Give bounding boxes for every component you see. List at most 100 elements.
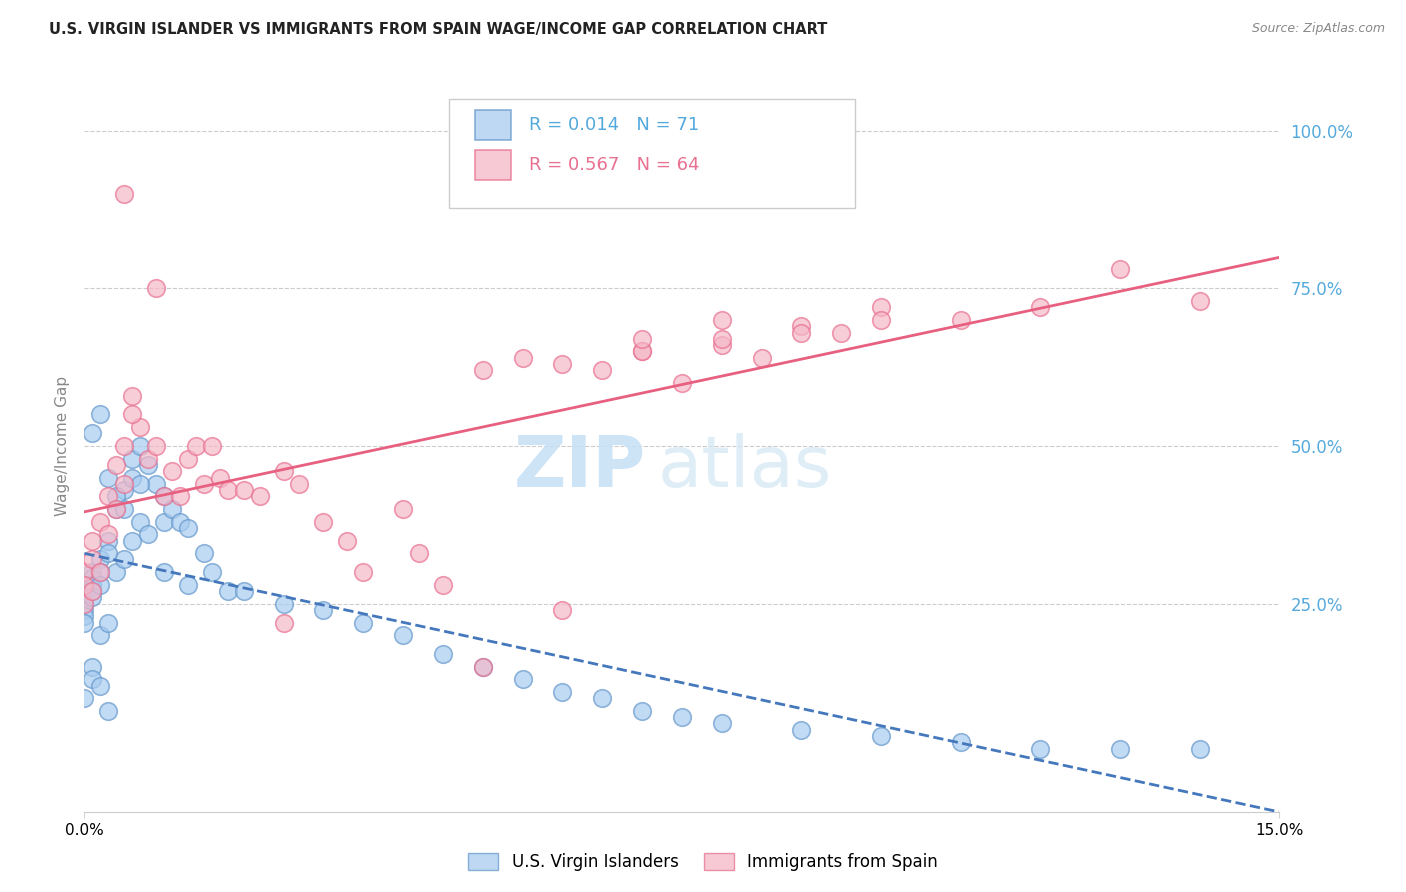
- Text: Source: ZipAtlas.com: Source: ZipAtlas.com: [1251, 22, 1385, 36]
- Point: [82, 571, 104, 585]
- Point: [89, 565, 111, 579]
- Point: [273, 597, 295, 611]
- Point: [208, 470, 231, 484]
- Point: [112, 502, 135, 516]
- Point: [82, 673, 104, 687]
- Point: [177, 451, 200, 466]
- Point: [73, 578, 96, 592]
- Point: [352, 565, 374, 579]
- Point: [82, 584, 104, 599]
- Point: [121, 388, 143, 402]
- Point: [512, 673, 534, 687]
- Point: [73, 597, 96, 611]
- Point: [73, 691, 96, 706]
- Point: [89, 578, 111, 592]
- Point: [710, 716, 733, 731]
- Point: [136, 527, 159, 541]
- Point: [129, 476, 152, 491]
- Point: [471, 659, 494, 673]
- Point: [177, 521, 200, 535]
- Point: [471, 659, 494, 673]
- Point: [217, 584, 239, 599]
- Point: [112, 186, 135, 201]
- Point: [145, 476, 167, 491]
- Text: R = 0.567   N = 64: R = 0.567 N = 64: [529, 156, 699, 174]
- Point: [710, 313, 733, 327]
- Point: [432, 578, 454, 592]
- Point: [392, 628, 415, 642]
- Point: [631, 344, 654, 359]
- Point: [89, 408, 111, 422]
- Point: [671, 710, 693, 724]
- Point: [551, 685, 574, 699]
- Point: [1109, 741, 1132, 756]
- Point: [153, 490, 176, 504]
- Point: [631, 344, 654, 359]
- Point: [121, 408, 143, 422]
- Point: [551, 603, 574, 617]
- Point: [82, 565, 104, 579]
- Text: ZIP: ZIP: [513, 434, 647, 502]
- Point: [790, 723, 813, 737]
- Point: [82, 578, 104, 592]
- Point: [97, 527, 120, 541]
- Point: [312, 515, 335, 529]
- Point: [352, 615, 374, 630]
- Point: [89, 552, 111, 566]
- FancyBboxPatch shape: [449, 99, 855, 209]
- Point: [112, 483, 135, 497]
- Point: [97, 704, 120, 718]
- Point: [169, 515, 191, 529]
- Point: [153, 515, 176, 529]
- Point: [471, 363, 494, 377]
- Point: [73, 597, 96, 611]
- Point: [97, 615, 120, 630]
- Point: [830, 326, 852, 340]
- Point: [710, 338, 733, 352]
- Text: atlas: atlas: [658, 434, 832, 502]
- Point: [136, 458, 159, 472]
- Text: U.S. VIRGIN ISLANDER VS IMMIGRANTS FROM SPAIN WAGE/INCOME GAP CORRELATION CHART: U.S. VIRGIN ISLANDER VS IMMIGRANTS FROM …: [49, 22, 828, 37]
- Point: [82, 591, 104, 605]
- Point: [273, 464, 295, 478]
- Text: R = 0.014   N = 71: R = 0.014 N = 71: [529, 116, 699, 134]
- Y-axis label: Wage/Income Gap: Wage/Income Gap: [55, 376, 70, 516]
- Point: [82, 584, 104, 599]
- Point: [790, 326, 813, 340]
- Point: [193, 546, 215, 560]
- Point: [73, 609, 96, 624]
- Point: [870, 313, 893, 327]
- Point: [790, 319, 813, 334]
- Point: [551, 357, 574, 371]
- Point: [129, 439, 152, 453]
- Point: [73, 565, 96, 579]
- Point: [136, 451, 159, 466]
- Point: [97, 546, 120, 560]
- Point: [312, 603, 335, 617]
- Point: [870, 729, 893, 743]
- Point: [184, 439, 207, 453]
- Point: [112, 552, 135, 566]
- Point: [105, 502, 128, 516]
- Point: [631, 332, 654, 346]
- Point: [105, 565, 128, 579]
- Point: [89, 515, 111, 529]
- Point: [591, 691, 613, 706]
- Point: [671, 376, 693, 390]
- Legend: U.S. Virgin Islanders, Immigrants from Spain: U.S. Virgin Islanders, Immigrants from S…: [460, 845, 946, 880]
- Point: [249, 490, 271, 504]
- Point: [121, 451, 143, 466]
- Point: [1029, 741, 1052, 756]
- Point: [82, 552, 104, 566]
- Point: [97, 533, 120, 548]
- Point: [112, 476, 135, 491]
- Point: [105, 458, 128, 472]
- Point: [121, 470, 143, 484]
- Point: [949, 313, 972, 327]
- Point: [73, 615, 96, 630]
- Point: [160, 502, 183, 516]
- Point: [710, 332, 733, 346]
- FancyBboxPatch shape: [475, 110, 510, 140]
- Point: [153, 565, 176, 579]
- Point: [97, 470, 120, 484]
